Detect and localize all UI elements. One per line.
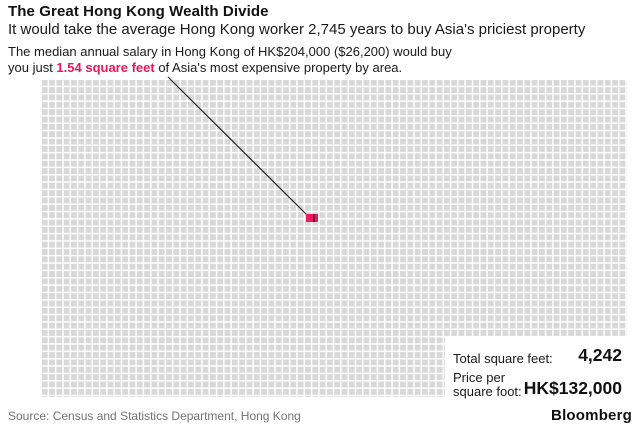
stats-inset-box: Total square feet: 4,242 Price per squar…: [445, 336, 640, 402]
chart-subtitle: It would take the average Hong Kong work…: [8, 21, 586, 38]
price-per-square-foot-label: Price per square foot:: [453, 371, 522, 399]
price-label-line-2: square foot:: [453, 384, 522, 399]
waffle-grid: [42, 80, 627, 397]
annotation-line-1: The median annual salary in Hong Kong of…: [8, 44, 452, 59]
bloomberg-logo: Bloomberg: [551, 407, 632, 424]
total-square-feet-label: Total square feet:: [453, 351, 553, 366]
chart-title: The Great Hong Kong Wealth Divide: [8, 3, 269, 20]
total-square-feet-value: 4,242: [578, 345, 622, 365]
stats-row-price: Price per square foot: HK$132,000: [453, 371, 622, 399]
annotation-line-2: you just 1.54 square feet of Asia's most…: [8, 60, 452, 76]
highlighted-cell-marker: [306, 214, 318, 222]
annotation-highlight-value: 1.54 square feet: [56, 60, 155, 75]
annotation-text: The median annual salary in Hong Kong of…: [8, 44, 452, 76]
annotation-line-2-prefix: you just: [8, 60, 57, 75]
marker-fraction-divider: [313, 214, 315, 222]
price-label-line-1: Price per: [453, 370, 506, 385]
annotation-line-2-suffix: of Asia's most expensive property by are…: [154, 60, 403, 75]
source-credit: Source: Census and Statistics Department…: [8, 409, 301, 423]
stats-row-total: Total square feet: 4,242: [453, 345, 622, 366]
price-per-square-foot-value: HK$132,000: [523, 378, 622, 398]
